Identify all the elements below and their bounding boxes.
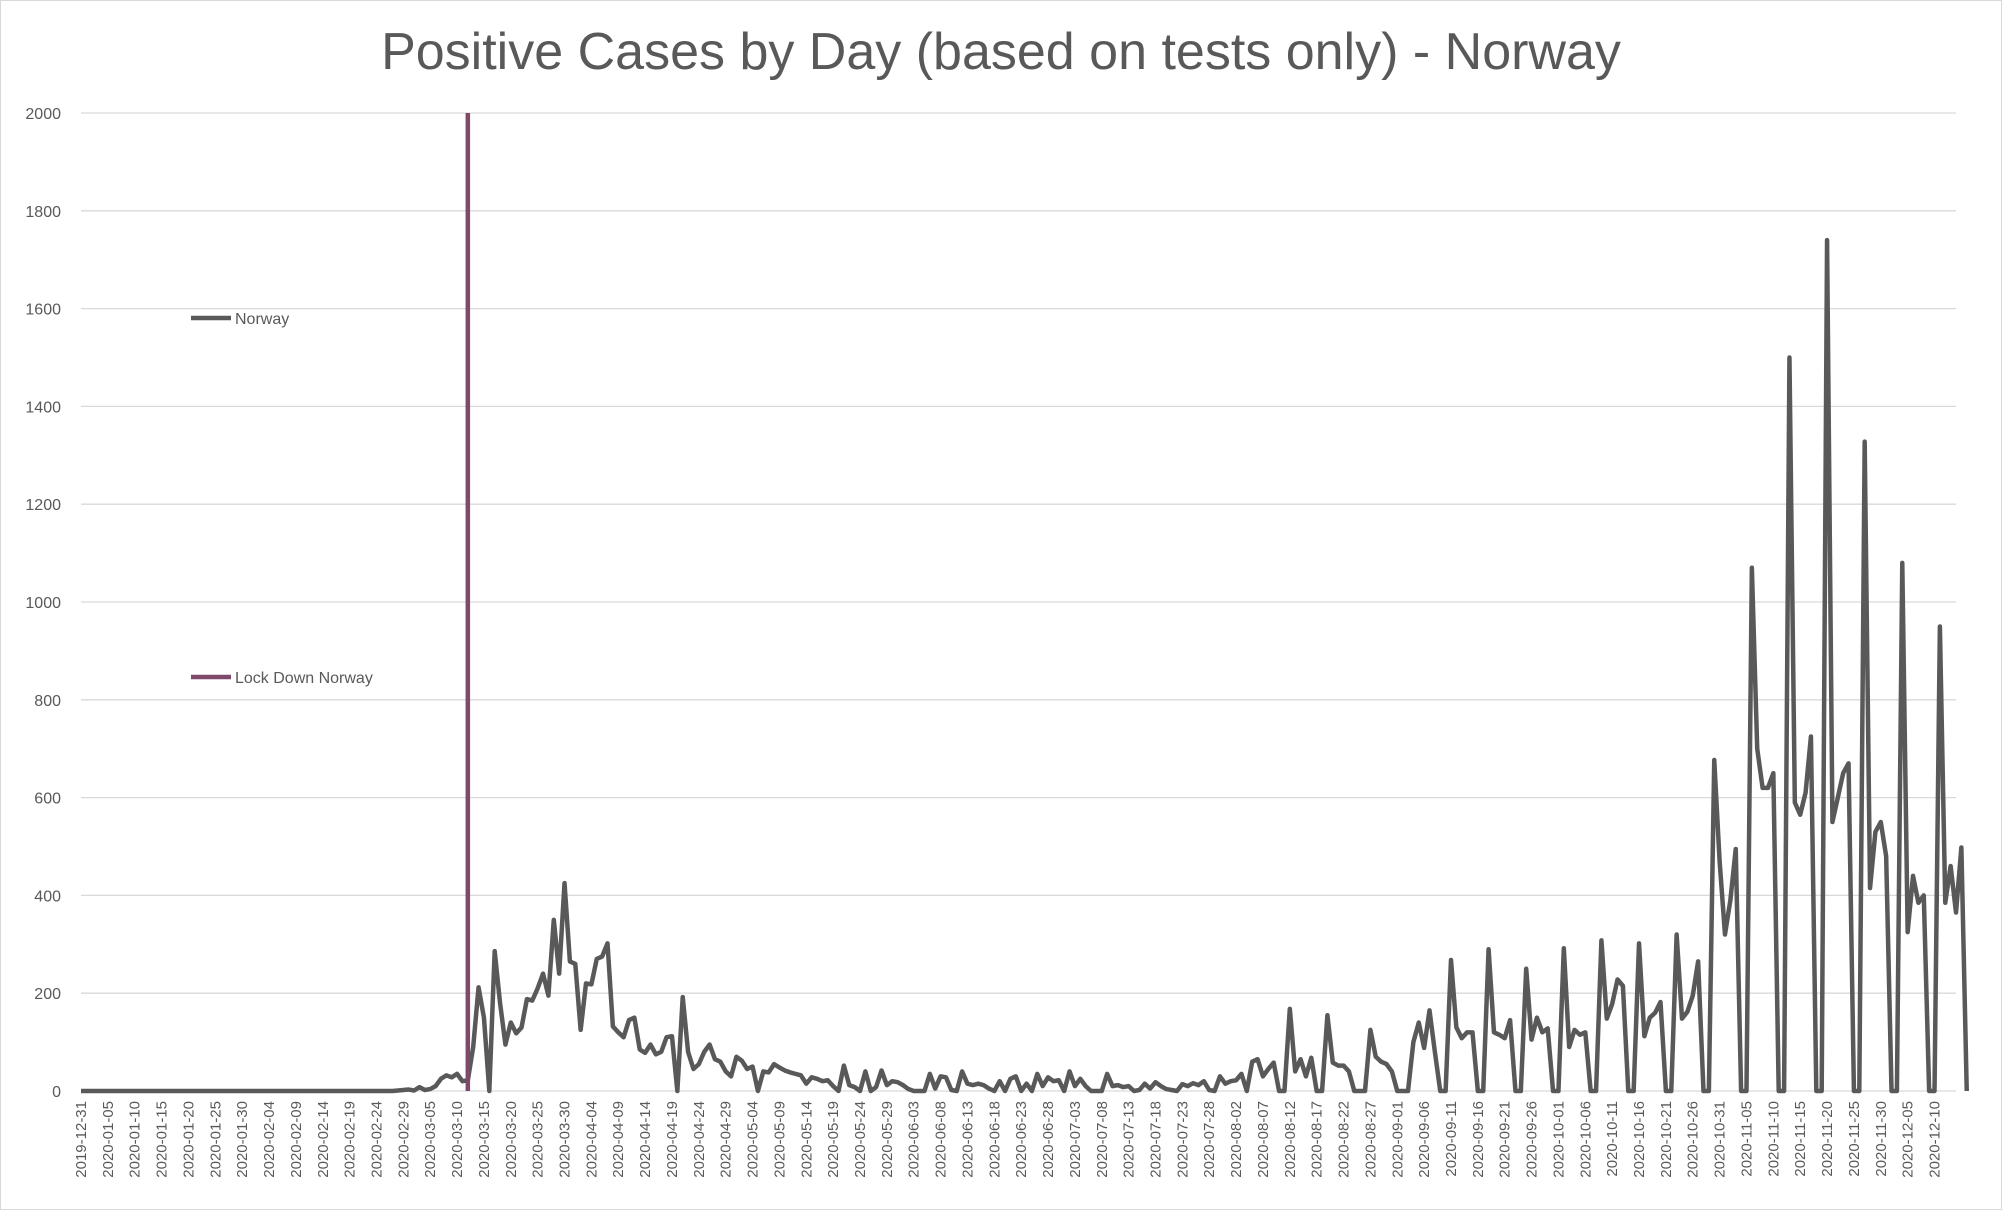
x-tick-label: 2020-11-15 <box>1792 1101 1809 1177</box>
x-tick-label: 2020-09-26 <box>1524 1101 1541 1178</box>
x-tick-label: 2020-07-08 <box>1094 1101 1111 1178</box>
y-tick-label: 1400 <box>25 399 61 416</box>
y-tick-label: 400 <box>34 888 61 905</box>
x-tick-label: 2020-07-03 <box>1067 1101 1084 1178</box>
legend: Norway Lock Down Norway <box>191 311 373 687</box>
series-layer <box>81 113 1969 1094</box>
x-tick-label: 2020-02-24 <box>368 1101 385 1178</box>
x-tick-label: 2020-04-19 <box>664 1101 681 1178</box>
x-tick-label: 2020-04-14 <box>637 1101 654 1178</box>
x-tick-label: 2020-03-30 <box>557 1101 574 1178</box>
x-tick-label: 2020-05-29 <box>879 1101 896 1178</box>
x-tick-label: 2020-10-01 <box>1550 1101 1567 1178</box>
y-tick-label: 2000 <box>25 106 61 123</box>
x-tick-label: 2020-06-13 <box>959 1101 976 1178</box>
x-tick-label: 2020-01-15 <box>154 1101 171 1178</box>
x-tick-label: 2020-08-12 <box>1282 1101 1299 1178</box>
y-tick-label: 0 <box>52 1084 61 1101</box>
x-tick-label: 2020-03-15 <box>476 1101 493 1178</box>
x-tick-label: 2020-01-20 <box>180 1101 197 1178</box>
x-tick-label: 2020-05-14 <box>798 1101 815 1178</box>
x-tick-label: 2020-09-16 <box>1470 1101 1487 1178</box>
x-tick-label: 2020-10-16 <box>1631 1101 1648 1178</box>
x-tick-label: 2020-10-21 <box>1658 1101 1675 1178</box>
x-tick-label: 2020-03-05 <box>422 1101 439 1178</box>
x-tick-label: 2020-09-21 <box>1497 1101 1514 1178</box>
x-tick-label: 2020-09-06 <box>1416 1101 1433 1178</box>
x-tick-label: 2020-02-09 <box>288 1101 305 1178</box>
gridlines <box>81 112 1956 1092</box>
x-tick-label: 2020-08-27 <box>1362 1101 1379 1178</box>
x-tick-label: 2020-04-04 <box>583 1101 600 1178</box>
x-tick-label: 2020-05-09 <box>771 1101 788 1178</box>
x-tick-label: 2020-12-10 <box>1927 1101 1944 1178</box>
x-tick-label: 2020-01-30 <box>234 1101 251 1178</box>
x-tick-label: 2020-07-23 <box>1174 1101 1191 1178</box>
x-tick-label: 2020-06-03 <box>906 1101 923 1178</box>
y-tick-label: 600 <box>34 791 61 808</box>
x-tick-label: 2020-06-23 <box>1013 1101 1030 1178</box>
x-tick-label: 2020-09-11 <box>1443 1101 1460 1177</box>
x-tick-label: 2019-12-31 <box>73 1101 90 1178</box>
x-tick-label: 2020-04-29 <box>718 1101 735 1178</box>
x-tick-label: 2020-08-07 <box>1255 1101 1272 1178</box>
y-tick-label: 1000 <box>25 595 61 612</box>
x-tick-label: 2020-01-10 <box>127 1101 144 1178</box>
x-tick-label: 2020-04-24 <box>691 1101 708 1178</box>
y-tick-label: 200 <box>34 986 61 1003</box>
x-tick-label: 2020-10-11 <box>1604 1101 1621 1177</box>
x-tick-label: 2020-06-28 <box>1040 1101 1057 1178</box>
x-tick-label: 2020-02-19 <box>342 1101 359 1178</box>
y-axis-ticks: 0 200 400 600 800 1000 1200 1400 1600 1800 2000 <box>25 106 61 1101</box>
x-tick-label: 2020-07-18 <box>1147 1101 1164 1178</box>
x-tick-label: 2020-02-29 <box>395 1101 412 1178</box>
x-tick-label: 2020-12-05 <box>1900 1101 1917 1178</box>
legend-entry-lock-down-label: Lock Down Norway <box>235 670 373 687</box>
series-line-norway <box>81 237 1969 1094</box>
x-tick-label: 2020-11-25 <box>1846 1101 1863 1177</box>
x-tick-label: 2020-05-24 <box>852 1101 869 1178</box>
x-tick-label: 2020-07-28 <box>1201 1101 1218 1178</box>
x-tick-label: 2020-01-25 <box>207 1101 224 1178</box>
x-tick-label: 2020-10-06 <box>1577 1101 1594 1178</box>
x-tick-label: 2020-10-26 <box>1685 1101 1702 1178</box>
x-tick-label: 2020-01-05 <box>100 1101 117 1178</box>
x-tick-label: 2020-05-19 <box>825 1101 842 1178</box>
x-tick-label: 2020-03-20 <box>503 1101 520 1178</box>
x-tick-label: 2020-06-08 <box>933 1101 950 1178</box>
x-tick-label: 2020-03-25 <box>530 1101 547 1178</box>
y-tick-label: 1200 <box>25 497 61 514</box>
x-tick-label: 2020-10-31 <box>1712 1101 1729 1178</box>
x-tick-label: 2020-11-05 <box>1738 1101 1755 1177</box>
x-tick-label: 2020-08-22 <box>1336 1101 1353 1178</box>
y-tick-label: 1600 <box>25 302 61 319</box>
x-tick-label: 2020-11-10 <box>1765 1101 1782 1177</box>
y-tick-label: 1800 <box>25 204 61 221</box>
chart-title: Positive Cases by Day (based on tests on… <box>381 23 1621 81</box>
x-tick-label: 2020-07-13 <box>1121 1101 1138 1178</box>
y-tick-label: 800 <box>34 693 61 710</box>
x-axis-ticks: 2019-12-31 2020-01-05 2020-01-10 2020-01-15… <box>73 1101 1944 1178</box>
x-tick-label: 2020-02-14 <box>315 1101 332 1178</box>
x-tick-label: 2020-05-04 <box>745 1101 762 1178</box>
x-tick-label: 2020-02-04 <box>261 1101 278 1178</box>
x-tick-label: 2020-08-02 <box>1228 1101 1245 1178</box>
x-tick-label: 2020-09-01 <box>1389 1101 1406 1178</box>
x-tick-label: 2020-11-30 <box>1873 1101 1890 1177</box>
legend-entry-norway-label: Norway <box>235 311 289 328</box>
x-tick-label: 2020-06-18 <box>986 1101 1003 1178</box>
x-tick-label: 2020-08-17 <box>1309 1101 1326 1178</box>
x-tick-label: 2020-11-20 <box>1819 1101 1836 1177</box>
x-tick-label: 2020-04-09 <box>610 1101 627 1178</box>
x-tick-label: 2020-03-10 <box>449 1101 466 1178</box>
